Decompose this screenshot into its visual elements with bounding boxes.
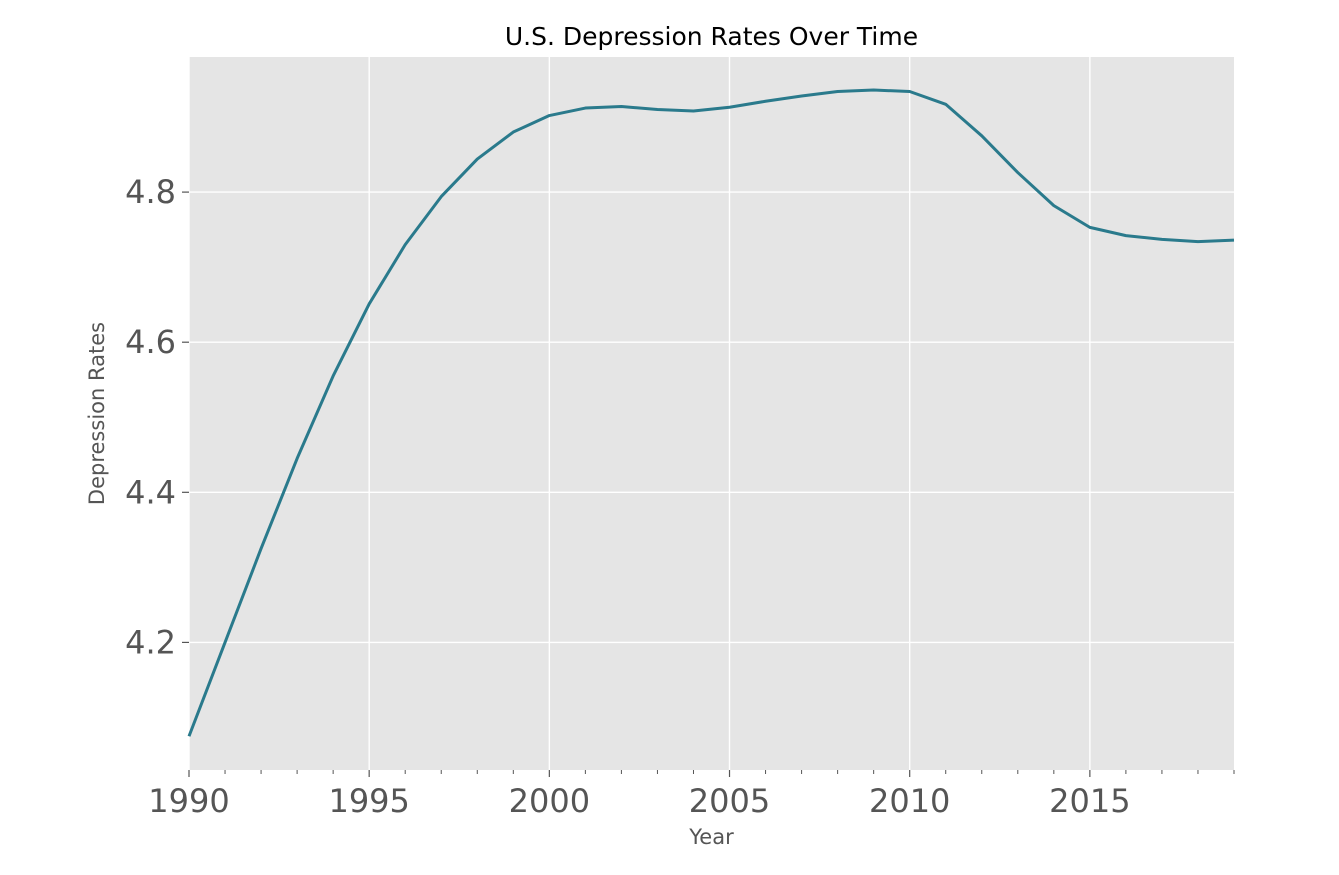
x-tick-label: 2010 [869, 782, 950, 820]
x-tick-label: 1990 [148, 782, 229, 820]
series-layer [187, 88, 1235, 737]
y-tick-label: 4.8 [125, 173, 176, 211]
x-tick-label: 2000 [509, 782, 590, 820]
grid [188, 57, 1234, 770]
y-tick-label: 4.2 [125, 623, 176, 661]
ticks: 1990 1995 2000 2005 2010 2015 4.2 4.4 4.6 4.8 [125, 173, 1235, 820]
y-tick-label: 4.6 [125, 323, 176, 361]
y-axis-label: Depression Rates [85, 322, 109, 505]
series-line [187, 88, 1235, 737]
x-tick-label: 1995 [328, 782, 409, 820]
x-tick-label: 2005 [689, 782, 770, 820]
plot-area [189, 57, 1234, 770]
x-tick-label: 2015 [1049, 782, 1130, 820]
y-tick-label: 4.4 [125, 473, 176, 511]
chart-title: U.S. Depression Rates Over Time [505, 22, 918, 51]
x-axis-label: Year [688, 825, 734, 849]
